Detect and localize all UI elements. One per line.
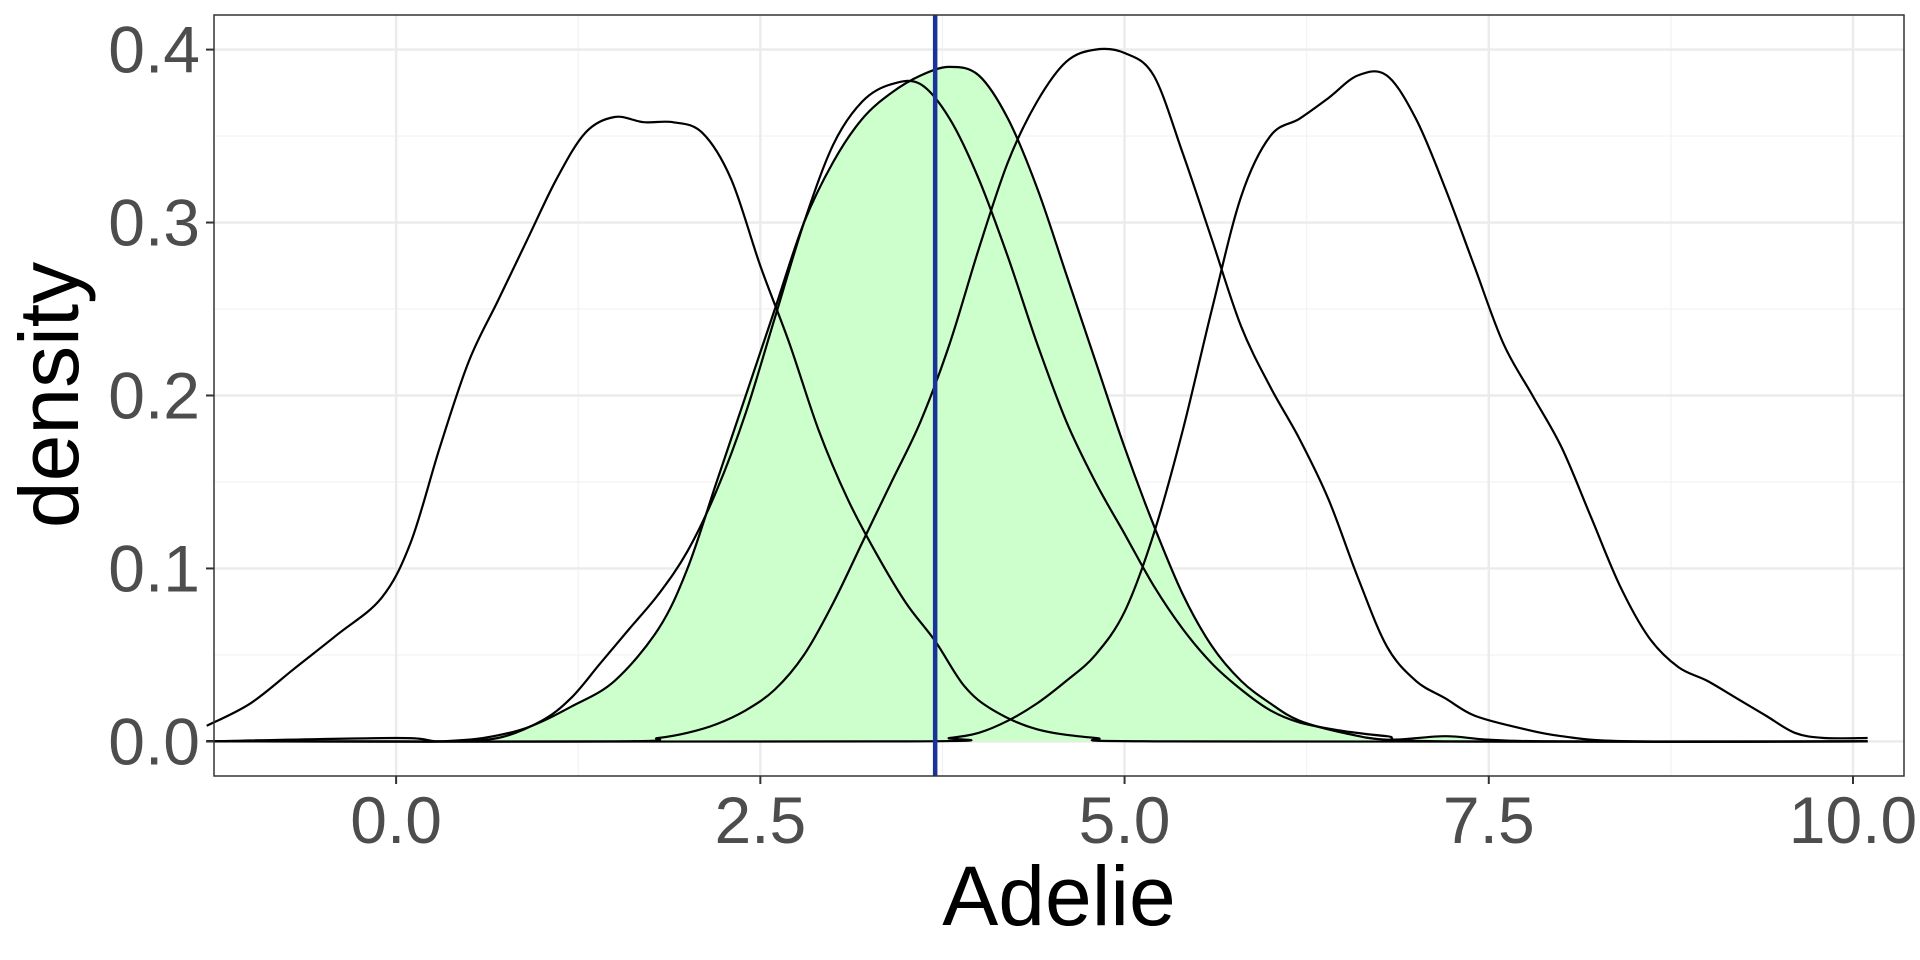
density-curve-1	[206, 115, 1868, 743]
x-tick-label: 5.0	[1079, 783, 1171, 857]
x-tick-label: 2.5	[714, 783, 806, 857]
y-axis-ticks: 0.0 0.1 0.2 0.3 0.4	[108, 13, 214, 778]
x-tick-label: 10.0	[1789, 783, 1917, 857]
x-axis-ticks: 0.0 2.5 5.0 7.5 10.0	[350, 776, 1917, 857]
density-curve-3	[206, 65, 1868, 743]
y-tick-label: 0.1	[108, 531, 200, 605]
density-area-fill-3	[206, 66, 1868, 742]
y-tick-label: 0.3	[108, 186, 200, 260]
y-axis-title: density	[2, 262, 96, 528]
x-axis-title: Adelie	[942, 849, 1176, 943]
y-tick-label: 0.4	[108, 13, 200, 87]
y-tick-label: 0.0	[108, 704, 200, 778]
density-curve-4	[206, 47, 1868, 743]
density-fills	[206, 66, 1868, 742]
y-tick-label: 0.2	[108, 359, 200, 433]
x-tick-label: 7.5	[1443, 783, 1535, 857]
density-curve-5	[206, 70, 1868, 743]
x-tick-label: 0.0	[350, 783, 442, 857]
